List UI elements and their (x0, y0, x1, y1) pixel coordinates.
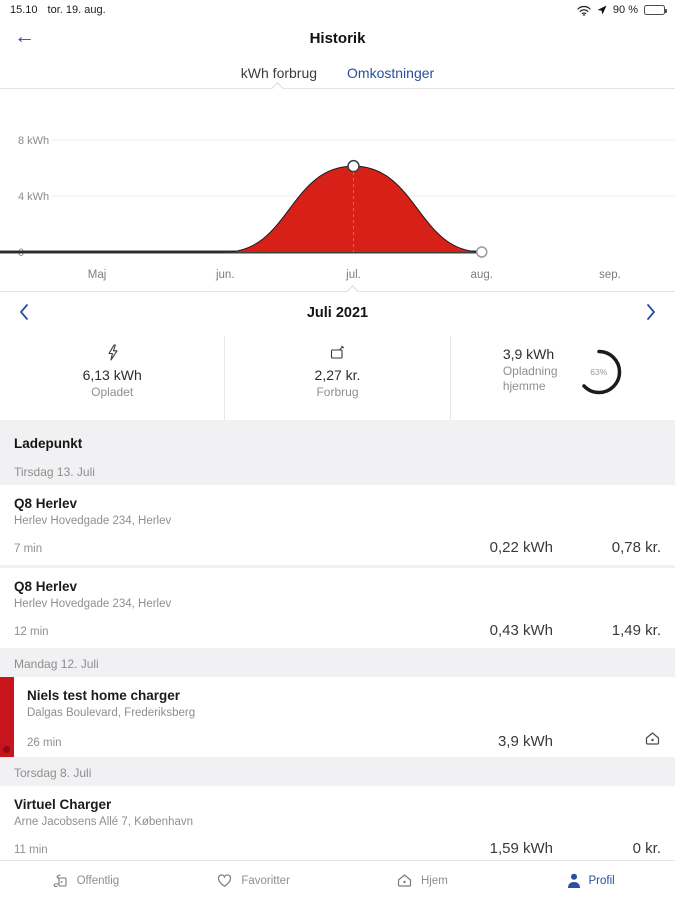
tab-hjem[interactable]: Hjem (338, 861, 507, 900)
tab-label: Offentlig (76, 874, 120, 887)
entry-name: Virtuel Charger (14, 797, 112, 812)
wifi-icon (577, 5, 591, 16)
entry-cost: 0 kr. (632, 840, 661, 857)
home-icon (553, 731, 661, 750)
tab-favoritter[interactable]: Favoritter (169, 861, 338, 900)
cost-value: 2,27 kr. (314, 367, 361, 383)
tab-label: Favoritter (241, 874, 290, 887)
entry-duration: 11 min (14, 844, 48, 856)
entry-name: Niels test home charger (27, 688, 181, 703)
home-charging-value: 3,9 kWh (502, 346, 555, 362)
tab-kwh-forbrug[interactable]: kWh forbrug (240, 65, 318, 81)
entry-energy: 0,43 kWh (489, 622, 553, 639)
group-date: Mandag 12. Juli (14, 657, 99, 671)
back-arrow-icon[interactable]: ← (14, 25, 35, 48)
charge-entry[interactable]: Niels test home charger Dalgas Boulevard… (0, 677, 675, 757)
entry-address: Herlev Hovedgade 234, Herlev (14, 598, 172, 610)
home-icon (396, 873, 413, 888)
status-date: tor. 19. aug. (47, 4, 106, 16)
stat-cost: 2,27 kr. Forbrug (224, 336, 449, 420)
svg-text:jul.: jul. (345, 269, 361, 281)
charge-list: Ladepunkt Tirsdag 13. Juli Q8 Herlev Her… (0, 420, 675, 860)
chevron-left-icon[interactable] (18, 302, 30, 322)
entry-duration: 26 min (27, 737, 62, 749)
entry-address: Dalgas Boulevard, Frederiksberg (27, 707, 196, 719)
entry-energy: 1,59 kWh (489, 840, 553, 857)
progress-percent: 63% (590, 367, 608, 377)
svg-text:Maj: Maj (88, 269, 107, 281)
stat-charged: 6,13 kWh Opladet (0, 336, 224, 420)
charger-icon (50, 873, 69, 889)
chevron-right-icon[interactable] (645, 302, 657, 322)
entry-duration: 7 min (14, 543, 43, 555)
header: ← Historik (0, 20, 675, 58)
svg-text:sep.: sep. (599, 269, 621, 281)
month-nav: Juli 2021 (0, 292, 675, 336)
entry-name: Q8 Herlev (14, 496, 78, 511)
entry-name: Q8 Herlev (14, 579, 78, 594)
entry-cost: 0,78 kr. (611, 539, 661, 556)
svg-text:8 kWh: 8 kWh (18, 135, 49, 147)
bolt-icon (106, 344, 119, 361)
charge-entry[interactable]: Q8 Herlev Herlev Hovedgade 234, Herlev 1… (0, 568, 675, 648)
section-title: Ladepunkt (14, 436, 83, 451)
cost-label: Forbrug (316, 385, 359, 399)
status-bar: 15.10 tor. 19. aug. 90 % (0, 0, 675, 20)
tab-label: Hjem (420, 874, 448, 887)
entry-cost: 1,49 kr. (611, 622, 661, 639)
tab-label: Profil (588, 874, 615, 887)
tab-offentlig[interactable]: Offentlig (0, 861, 169, 900)
tabs-divider (0, 88, 675, 89)
battery-percent: 90 % (612, 4, 638, 16)
profile-icon (567, 873, 581, 888)
charge-entry[interactable]: Q8 Herlev Herlev Hovedgade 234, Herlev 7… (0, 485, 675, 565)
price-icon (329, 344, 346, 361)
group-date: Tirsdag 13. Juli (14, 465, 95, 479)
month-stats: 6,13 kWh Opladet 2,27 kr. Forbrug 3,9 kW… (0, 336, 675, 420)
group-date: Torsdag 8. Juli (14, 766, 92, 780)
charged-value: 6,13 kWh (82, 367, 142, 383)
tab-profil[interactable]: Profil (506, 861, 675, 900)
red-flag-strip (0, 677, 14, 757)
tab-omkostninger[interactable]: Omkostninger (347, 65, 435, 81)
month-label: Juli 2021 (306, 305, 369, 321)
entry-energy: 0,22 kWh (489, 539, 553, 556)
bottom-tab-bar: Offentlig Favoritter Hjem Profil (0, 860, 675, 900)
stat-home-charging: 3,9 kWh Opladning hjemme 63% (449, 336, 675, 420)
strip-mark (3, 746, 10, 753)
home-charging-label: Opladning hjemme (502, 364, 558, 393)
entry-energy: 3,9 kWh (497, 733, 553, 750)
progress-ring: 63% (575, 348, 623, 396)
svg-text:aug.: aug. (471, 269, 493, 281)
clock: 15.10 (10, 4, 38, 16)
page-title: Historik (309, 30, 366, 47)
history-tabs: kWh forbrug Omkostninger (0, 58, 675, 88)
chart-divider (0, 291, 675, 292)
heart-icon (216, 873, 233, 888)
entry-duration: 12 min (14, 626, 49, 638)
charge-entry[interactable]: Virtuel Charger Arne Jacobsens Allé 7, K… (0, 786, 675, 860)
entry-address: Herlev Hovedgade 234, Herlev (14, 515, 172, 527)
svg-text:4 kWh: 4 kWh (18, 191, 49, 203)
location-icon (597, 5, 607, 15)
entry-address: Arne Jacobsens Allé 7, København (14, 816, 194, 828)
svg-text:jun.: jun. (215, 269, 235, 281)
battery-icon (644, 5, 667, 15)
charged-label: Opladet (91, 385, 134, 399)
